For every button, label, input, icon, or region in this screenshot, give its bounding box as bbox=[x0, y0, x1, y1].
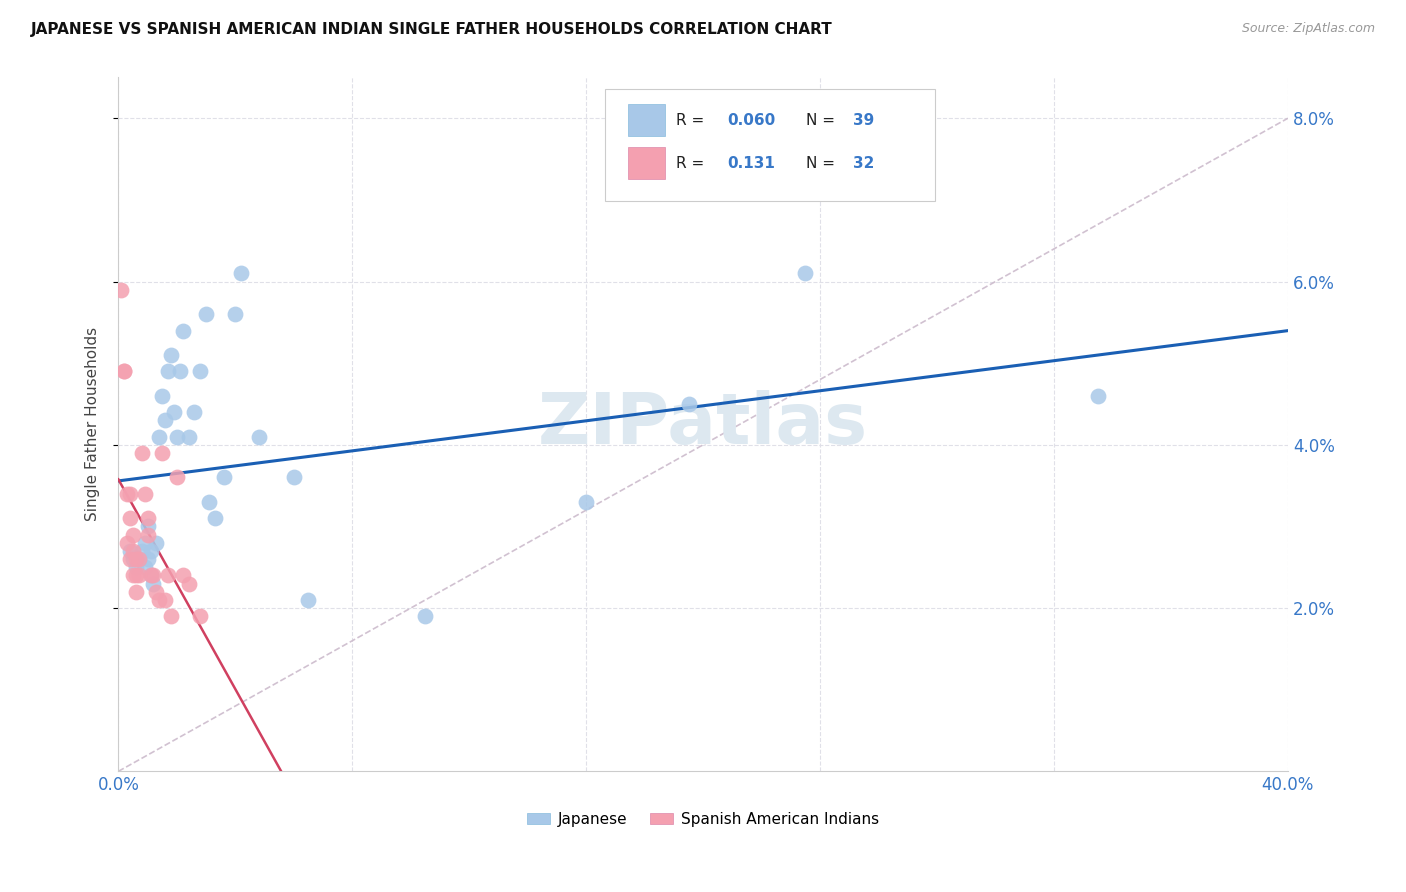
Point bbox=[415, 609, 437, 624]
Point bbox=[204, 511, 226, 525]
Point bbox=[148, 430, 170, 444]
Point bbox=[198, 495, 221, 509]
Text: JAPANESE VS SPANISH AMERICAN INDIAN SINGLE FATHER HOUSEHOLDS CORRELATION CHART: JAPANESE VS SPANISH AMERICAN INDIAN SING… bbox=[31, 22, 832, 37]
Point bbox=[157, 568, 180, 582]
Point bbox=[136, 552, 159, 566]
Point bbox=[118, 544, 141, 558]
Point bbox=[160, 609, 183, 624]
Point bbox=[183, 405, 205, 419]
Text: N =: N = bbox=[806, 113, 839, 128]
Text: ZIPatlas: ZIPatlas bbox=[538, 390, 868, 458]
Point bbox=[166, 430, 188, 444]
Point bbox=[148, 593, 170, 607]
Point bbox=[118, 511, 141, 525]
Point bbox=[118, 487, 141, 501]
Point bbox=[115, 535, 138, 549]
Text: R =: R = bbox=[676, 113, 710, 128]
Point bbox=[122, 568, 145, 582]
Text: 0.060: 0.060 bbox=[727, 113, 775, 128]
Point bbox=[231, 266, 253, 280]
Point bbox=[247, 430, 270, 444]
Point bbox=[794, 266, 817, 280]
Point bbox=[134, 487, 156, 501]
Text: R =: R = bbox=[676, 156, 714, 170]
Point bbox=[145, 584, 167, 599]
Point bbox=[142, 576, 165, 591]
Point bbox=[136, 519, 159, 533]
Point bbox=[188, 364, 211, 378]
Point bbox=[122, 544, 145, 558]
Point bbox=[224, 307, 246, 321]
Point bbox=[212, 470, 235, 484]
Point bbox=[125, 584, 148, 599]
Point bbox=[678, 397, 700, 411]
Point bbox=[125, 560, 148, 574]
Point bbox=[160, 348, 183, 362]
Point bbox=[112, 364, 135, 378]
Point bbox=[150, 389, 173, 403]
Point bbox=[131, 446, 153, 460]
Point bbox=[188, 609, 211, 624]
Point bbox=[122, 527, 145, 541]
Text: 32: 32 bbox=[853, 156, 875, 170]
Point bbox=[166, 470, 188, 484]
Point bbox=[172, 324, 194, 338]
Point bbox=[139, 544, 162, 558]
Point bbox=[575, 495, 598, 509]
Point bbox=[297, 593, 319, 607]
Point bbox=[150, 446, 173, 460]
Point bbox=[128, 568, 150, 582]
Point bbox=[131, 544, 153, 558]
Text: N =: N = bbox=[806, 156, 839, 170]
Point bbox=[115, 487, 138, 501]
Legend: Japanese, Spanish American Indians: Japanese, Spanish American Indians bbox=[522, 805, 886, 833]
Point bbox=[125, 552, 148, 566]
Y-axis label: Single Father Households: Single Father Households bbox=[86, 327, 100, 522]
Point bbox=[134, 560, 156, 574]
Point bbox=[128, 552, 150, 566]
Point bbox=[139, 568, 162, 582]
Point bbox=[177, 430, 200, 444]
Point bbox=[177, 576, 200, 591]
Point bbox=[142, 568, 165, 582]
Point bbox=[122, 552, 145, 566]
Point bbox=[1087, 389, 1109, 403]
Point bbox=[139, 568, 162, 582]
Point bbox=[125, 568, 148, 582]
Point bbox=[172, 568, 194, 582]
Point bbox=[163, 405, 186, 419]
Point bbox=[128, 552, 150, 566]
Point bbox=[153, 413, 176, 427]
Point bbox=[118, 552, 141, 566]
Point bbox=[283, 470, 305, 484]
Text: Source: ZipAtlas.com: Source: ZipAtlas.com bbox=[1241, 22, 1375, 36]
Point bbox=[110, 283, 132, 297]
Text: 39: 39 bbox=[853, 113, 875, 128]
Point bbox=[136, 511, 159, 525]
Point bbox=[145, 535, 167, 549]
Point bbox=[134, 535, 156, 549]
Point bbox=[153, 593, 176, 607]
Point bbox=[112, 364, 135, 378]
Text: 0.131: 0.131 bbox=[727, 156, 775, 170]
Point bbox=[136, 527, 159, 541]
Point bbox=[169, 364, 191, 378]
Point bbox=[157, 364, 180, 378]
Point bbox=[195, 307, 218, 321]
